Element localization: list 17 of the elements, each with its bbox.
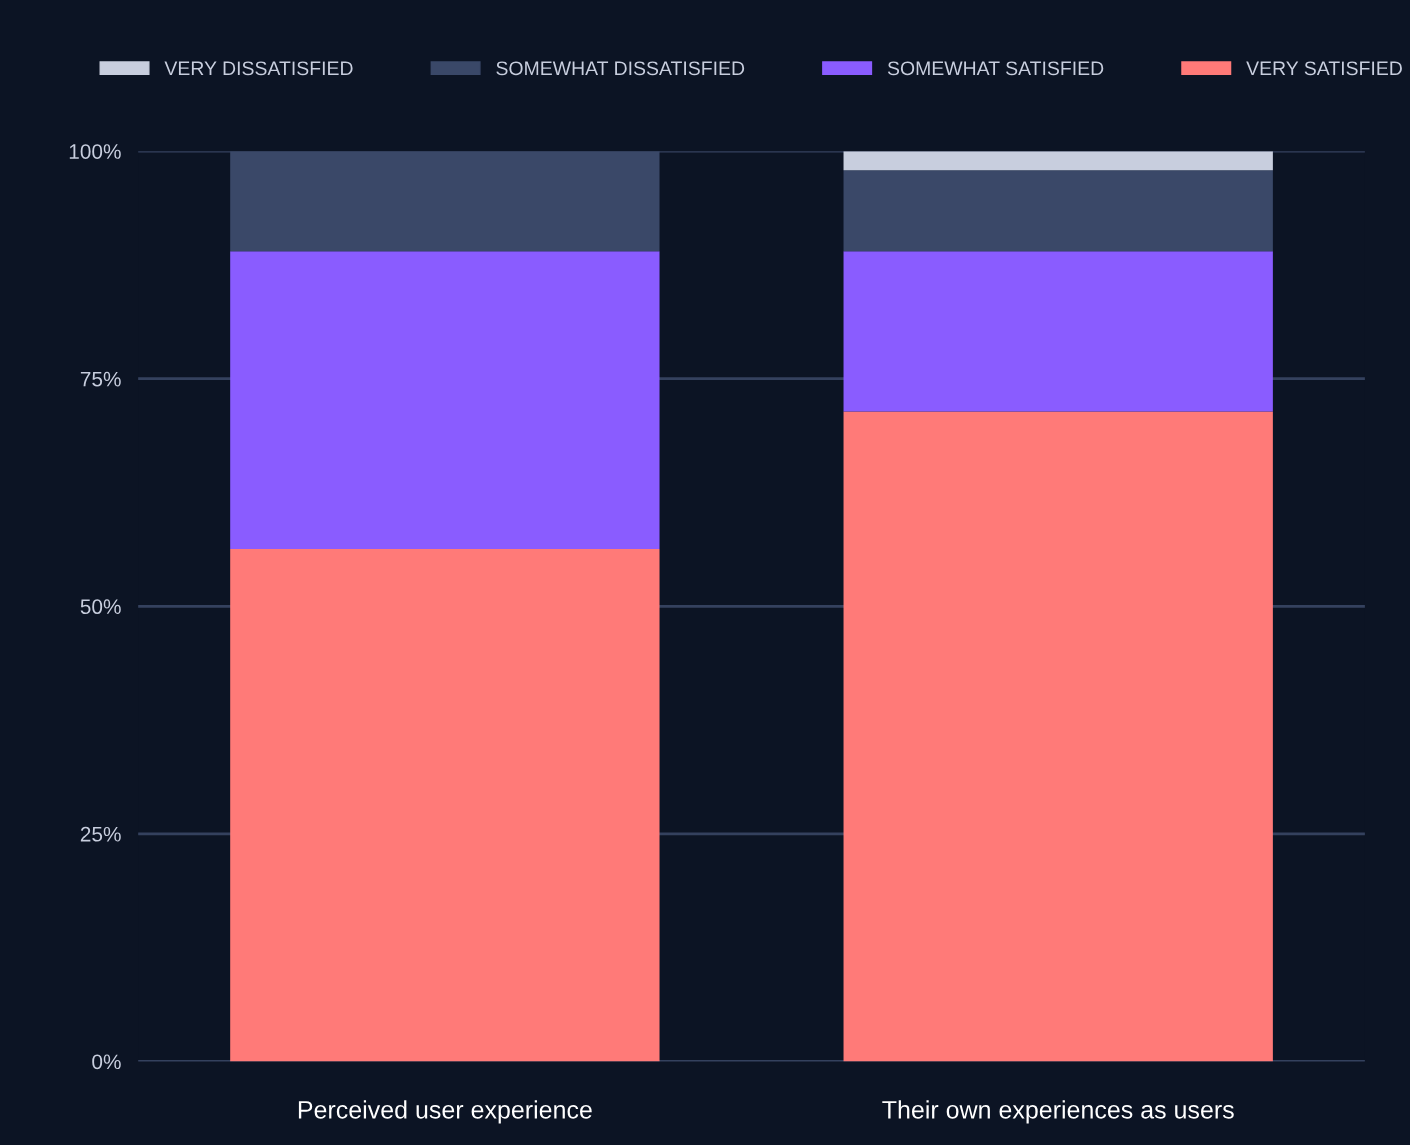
bar [843, 251, 1273, 412]
bar [843, 151, 1273, 171]
y-tick-label: 75% [80, 371, 121, 387]
x-tick-label: Perceived user experience [298, 1100, 592, 1124]
x-tick-label: Their own experiences as users [882, 1100, 1234, 1124]
y-tick-label: 0% [92, 1054, 121, 1070]
y-tick-label: 50% [80, 599, 121, 615]
legend-label: VERY SATISFIED [1246, 61, 1402, 76]
y-tick-label: 25% [80, 826, 121, 842]
bar [843, 411, 1273, 1062]
bar [230, 548, 660, 1062]
legend-label: SOMEWHAT SATISFIED [887, 61, 1104, 76]
legend-label: VERY DISSATISFIED [164, 61, 353, 76]
bar [843, 170, 1273, 252]
legend-label: SOMEWHAT DISSATISFIED [496, 61, 745, 76]
y-tick-label: 100% [69, 144, 121, 159]
bar [230, 251, 660, 549]
